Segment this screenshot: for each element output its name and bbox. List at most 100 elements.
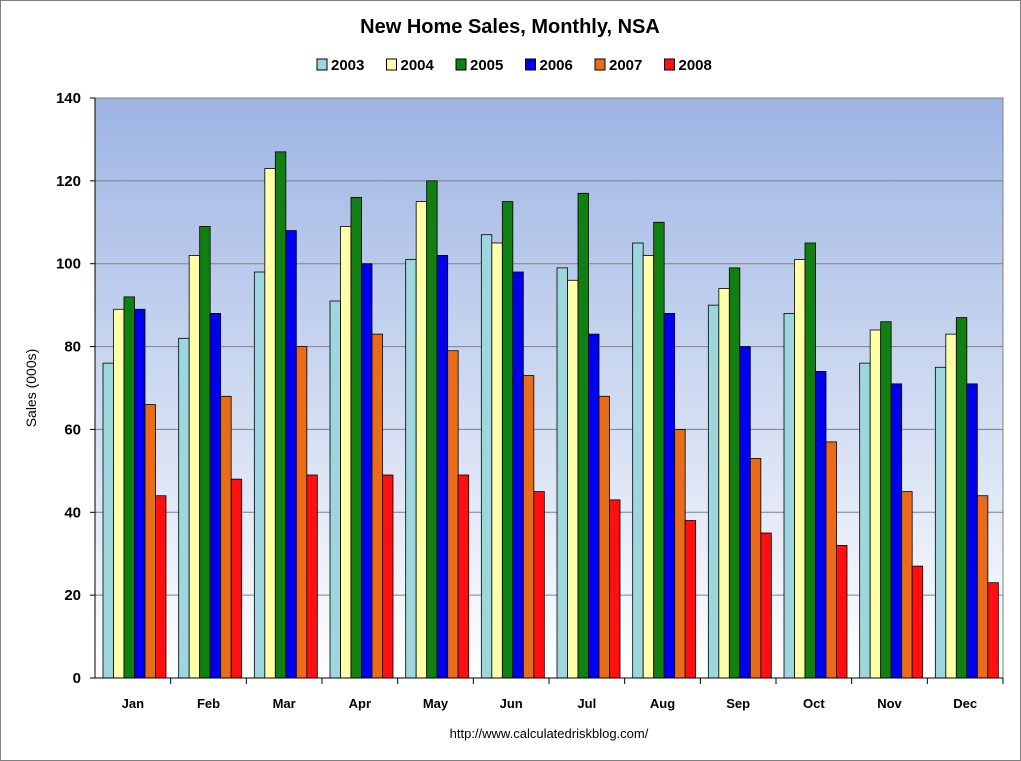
legend-label-2003: 2003 — [331, 57, 364, 74]
bars — [102, 151, 999, 679]
bar-2008-May — [457, 474, 470, 679]
bar-2006-Jul — [588, 333, 600, 679]
bar-2004-Feb — [188, 255, 201, 679]
y-tick-label: 40 — [64, 504, 81, 521]
bar-2005-May — [426, 180, 438, 679]
y-tick-label: 60 — [64, 421, 81, 438]
y-tick-label: 100 — [56, 256, 81, 273]
legend-swatch-2006 — [525, 58, 536, 71]
legend-swatch-2005 — [455, 58, 467, 71]
x-tick-label: Feb — [197, 696, 220, 711]
bar-2006-Oct — [815, 371, 827, 679]
bar-2004-Dec — [945, 333, 957, 679]
bar-2004-Sep — [718, 288, 730, 679]
legend-label-2005: 2005 — [470, 57, 503, 74]
bar-2008-Aug — [684, 520, 697, 679]
x-tick-label: Dec — [953, 696, 977, 711]
bar-2005-Aug — [653, 221, 665, 679]
bar-2003-Dec — [934, 366, 947, 679]
legend-label-2007: 2007 — [609, 57, 642, 74]
y-tick-labels: 0 20 40 60 80 100 120 140 — [56, 90, 81, 687]
plot-area — [94, 97, 1004, 679]
y-tick-label: 140 — [56, 90, 81, 107]
bar-2005-Sep — [728, 267, 741, 679]
bar-2005-Mar — [274, 151, 287, 679]
bar-2007-May — [447, 350, 459, 679]
legend: 2003 2004 2005 2006 2007 2008 — [316, 57, 712, 74]
bar-2003-Jun — [480, 234, 493, 679]
bar-2005-Feb — [199, 226, 211, 679]
bar-2007-Jul — [598, 395, 610, 679]
bar-2003-Aug — [632, 242, 644, 679]
x-tick-label: May — [423, 696, 449, 711]
bar-2007-Aug — [674, 429, 686, 679]
bar-2006-Dec — [966, 383, 978, 679]
x-tick-label: Aug — [650, 696, 675, 711]
bar-2007-Jun — [522, 375, 535, 679]
bar-2005-Jun — [501, 201, 514, 679]
bar-2003-Apr — [329, 300, 341, 679]
axes — [90, 97, 1004, 684]
bar-2003-Jul — [556, 267, 568, 679]
legend-label-2004: 2004 — [401, 57, 435, 74]
bar-2008-Jan — [155, 495, 167, 679]
bar-2005-Jan — [123, 296, 135, 679]
x-tick-label: Jul — [577, 696, 596, 711]
bar-2007-Dec — [976, 495, 989, 679]
y-axis-label: Sales (000s) — [23, 349, 39, 428]
source-url: http://www.calculatedriskblog.com/ — [450, 726, 649, 741]
bar-2006-Feb — [209, 313, 222, 679]
bar-2007-Jan — [144, 404, 156, 679]
bar-2004-Jul — [567, 279, 579, 679]
bar-2008-Nov — [911, 565, 924, 679]
bar-2003-Feb — [178, 337, 190, 679]
x-tick-label: Nov — [877, 696, 902, 711]
bar-2008-Dec — [987, 582, 999, 679]
bar-2005-Jul — [577, 192, 589, 679]
x-tick-label: Apr — [349, 696, 371, 711]
x-tick-labels: Jan Feb Mar Apr May Jun Jul Aug Sep Oct Nov Dec — [122, 696, 977, 711]
bar-2004-Jun — [491, 242, 503, 679]
bar-2005-Dec — [955, 317, 968, 679]
bar-2004-Oct — [794, 259, 806, 679]
chart-title: New Home Sales, Monthly, NSA — [360, 16, 660, 38]
bar-2003-Nov — [859, 362, 871, 679]
x-tick-label: Jan — [122, 696, 144, 711]
bar-2006-Aug — [663, 313, 676, 679]
bar-2008-Jun — [533, 491, 545, 679]
bar-2004-Mar — [264, 168, 276, 679]
bar-2008-Feb — [230, 478, 243, 679]
bar-2004-Apr — [340, 226, 352, 679]
x-tick-label: Sep — [726, 696, 750, 711]
bar-2007-Sep — [749, 458, 762, 679]
bar-2006-Mar — [285, 230, 297, 679]
bar-2007-Mar — [295, 346, 308, 679]
bar-2008-Oct — [836, 545, 848, 679]
bar-2005-Oct — [804, 242, 816, 679]
bar-2004-Aug — [642, 255, 655, 679]
bar-2006-Nov — [890, 383, 903, 679]
bar-2007-Feb — [220, 395, 232, 679]
bar-2008-Apr — [382, 474, 394, 679]
bar-2006-Jun — [512, 271, 524, 679]
legend-label-2006: 2006 — [540, 57, 573, 74]
bar-2008-Mar — [306, 474, 318, 679]
bar-2006-Jan — [134, 308, 146, 679]
bar-2003-May — [405, 259, 417, 679]
bar-2008-Jul — [609, 499, 621, 679]
bar-2004-May — [415, 201, 428, 679]
legend-swatch-2007 — [594, 58, 606, 71]
legend-swatch-2003 — [316, 58, 328, 71]
bar-2006-May — [436, 255, 449, 679]
bar-2006-Sep — [739, 346, 751, 679]
bar-2003-Jan — [102, 362, 114, 679]
x-tick-label: Mar — [273, 696, 296, 711]
bar-2006-Apr — [361, 263, 373, 679]
bar-2008-Sep — [760, 532, 772, 679]
legend-label-2008: 2008 — [679, 57, 712, 74]
y-tick-label: 80 — [64, 339, 81, 356]
bar-2007-Apr — [371, 333, 383, 679]
bar-2005-Nov — [880, 321, 892, 679]
bar-2007-Nov — [901, 491, 913, 679]
